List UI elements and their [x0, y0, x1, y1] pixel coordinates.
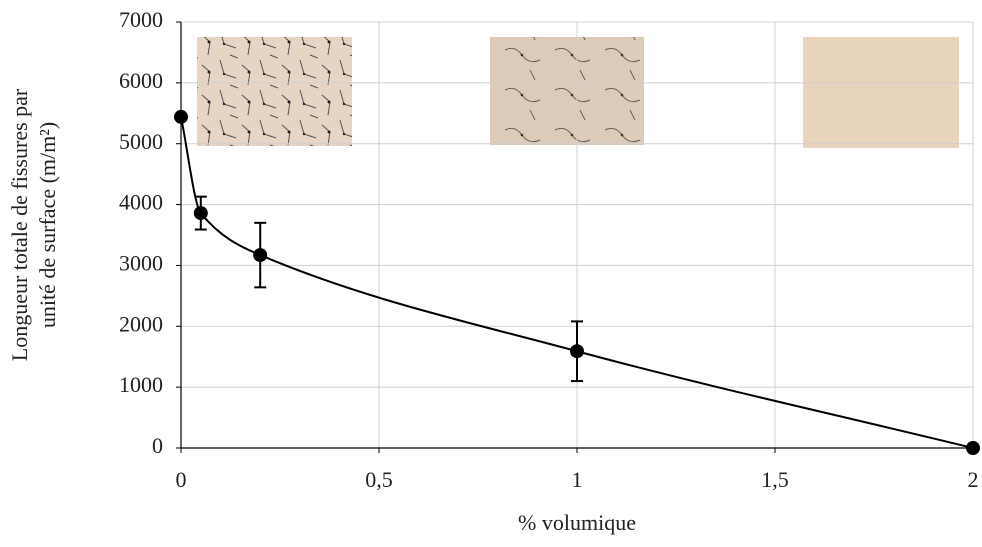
y-tick-label: 1000 — [119, 372, 163, 397]
y-tick-label: 5000 — [119, 129, 163, 154]
data-point — [174, 109, 188, 124]
y-tick-label: 0 — [152, 433, 163, 458]
y-tick-label: 4000 — [119, 190, 163, 215]
x-tick-label: 1,5 — [761, 467, 789, 492]
photos — [197, 37, 959, 148]
y-tick-label: 6000 — [119, 68, 163, 93]
y-tick-label: 7000 — [119, 7, 163, 32]
y-tick-label: 2000 — [119, 311, 163, 336]
y-axis-label-line: Longueur totale de fissures par — [7, 88, 32, 361]
x-tick-label: 0 — [176, 467, 187, 492]
photo-texture — [490, 37, 644, 145]
photo — [803, 37, 959, 148]
y-axis-label-line: unité de surface (m/m²) — [35, 122, 60, 328]
data-point — [193, 206, 208, 221]
x-tick-label: 1 — [572, 467, 583, 492]
photo-texture — [197, 37, 352, 146]
y-tick-label: 3000 — [119, 250, 163, 275]
data-point — [570, 344, 584, 359]
x-axis-label: % volumique — [518, 510, 636, 535]
data-point — [253, 248, 268, 263]
data-point — [966, 441, 980, 455]
y-axis-label: Longueur totale de fissures par unité de… — [7, 88, 60, 361]
x-tick-label: 0,5 — [365, 467, 393, 492]
x-tick-label: 2 — [968, 467, 979, 492]
